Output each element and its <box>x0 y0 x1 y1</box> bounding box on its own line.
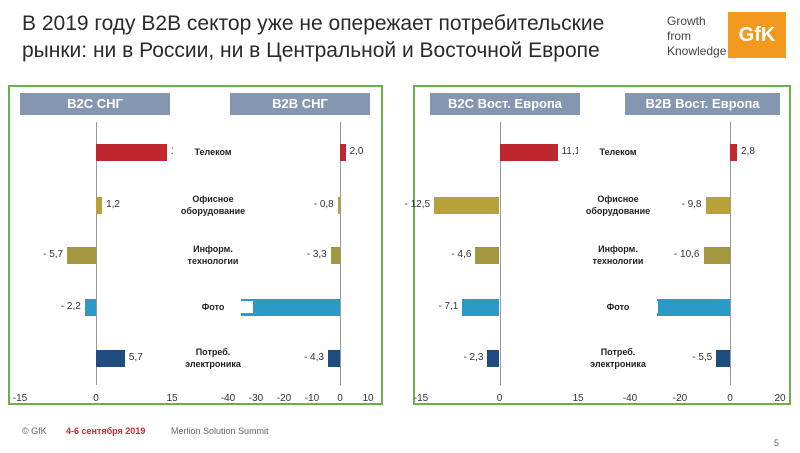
category-label-line: технологии <box>187 256 239 266</box>
category-label-line: технологии <box>592 256 644 266</box>
data-label-0-4: 5,7 <box>128 352 143 363</box>
category-label-line: Офисное <box>192 194 234 204</box>
data-label-1-1: - 0,8 <box>313 199 334 210</box>
category-label-line: электроника <box>590 359 646 369</box>
bar-3-4 <box>716 350 730 367</box>
footer-dates: 4-6 сентября 2019 <box>66 426 146 436</box>
data-label-3-0: 2,8 <box>741 146 755 157</box>
data-label-3-2: - 10,6 <box>673 249 700 260</box>
bar-1-0 <box>340 144 346 161</box>
category-label-0-2: Информ. технологии <box>173 243 253 267</box>
bar-0-1 <box>96 197 103 214</box>
category-label-line: Информ. <box>598 244 638 254</box>
category-label-0-3: Фото <box>173 301 253 313</box>
bar-0-0 <box>96 144 167 161</box>
category-label-1-2: Информ. технологии <box>578 243 658 267</box>
footer-copyright: © GfK <box>22 426 47 436</box>
tick-label-1-1: -30 <box>248 393 264 404</box>
page-number: 5 <box>774 438 780 448</box>
data-label-2-0: 11,1 <box>561 146 581 157</box>
tick-label-3-0: -40 <box>622 393 638 404</box>
tick-label-1-4: 0 <box>337 393 343 404</box>
category-label-line: оборудование <box>585 206 651 216</box>
category-label-0-4: Потреб. электроника <box>173 346 253 370</box>
frame-eastern-europe <box>413 85 791 405</box>
data-label-2-3: - 7,1 <box>438 301 459 312</box>
panel-title-0: B2C СНГ <box>20 93 170 115</box>
tick-label-1-0: -40 <box>220 393 236 404</box>
bar-2-1 <box>434 197 500 214</box>
bar-2-2 <box>475 247 500 264</box>
tick-label-0-2: 15 <box>166 393 178 404</box>
bar-2-3 <box>462 299 500 316</box>
panel-title-1: B2B СНГ <box>230 93 370 115</box>
bar-0-3 <box>84 299 96 316</box>
tick-label-0-1: 0 <box>93 393 99 404</box>
category-label-line: оборудование <box>180 206 246 216</box>
tick-label-1-2: -20 <box>276 393 292 404</box>
bar-3-3 <box>657 299 730 316</box>
bar-1-2 <box>330 247 340 264</box>
category-label-line: Телеком <box>194 147 232 157</box>
data-label-3-4: - 5,5 <box>692 352 713 363</box>
bar-0-2 <box>67 247 96 264</box>
data-label-0-1: 1,2 <box>106 199 120 210</box>
bar-0-4 <box>96 350 125 367</box>
bar-3-0 <box>730 144 737 161</box>
category-label-line: Потреб. <box>195 347 231 357</box>
tick-label-2-2: 15 <box>572 393 584 404</box>
bar-2-0 <box>499 144 558 161</box>
gfk-logo-icon: GfK <box>728 12 786 58</box>
category-label-line: Офисное <box>597 194 639 204</box>
bar-2-4 <box>487 350 500 367</box>
category-label-1-0: Телеком <box>578 146 658 158</box>
tick-label-3-3: 20 <box>774 393 786 404</box>
zero-axis-3 <box>730 122 731 385</box>
category-label-line: электроника <box>185 359 241 369</box>
data-label-3-1: - 9,8 <box>681 199 702 210</box>
data-label-2-4: - 2,3 <box>463 352 484 363</box>
page-title: В 2019 году B2B сектор уже не опережает … <box>22 12 605 62</box>
tick-label-1-3: -10 <box>304 393 320 404</box>
tick-label-2-0: -15 <box>413 393 429 404</box>
tick-label-3-1: -20 <box>672 393 688 404</box>
footer-event: Merlion Solution Summit <box>171 426 269 436</box>
bar-1-3 <box>240 299 340 316</box>
data-label-1-2: - 3,3 <box>306 249 327 260</box>
bar-1-4 <box>327 350 340 367</box>
category-label-1-3: Фото <box>578 301 658 313</box>
panel-title-3: B2B Вост. Европа <box>625 93 780 115</box>
category-label-1-1: Офисное оборудование <box>578 193 658 217</box>
tick-label-1-5: 10 <box>362 393 374 404</box>
data-label-1-4: - 4,3 <box>303 352 324 363</box>
category-label-line: Телеком <box>599 147 637 157</box>
bar-3-2 <box>703 247 730 264</box>
zero-axis-0 <box>96 122 97 385</box>
bar-1-1 <box>337 197 340 214</box>
category-label-line: Фото <box>201 302 225 312</box>
data-label-0-2: - 5,7 <box>43 249 64 260</box>
logo-tagline: Growth from Knowledge <box>667 14 727 58</box>
data-label-2-1: - 12,5 <box>404 199 431 210</box>
data-label-2-2: - 4,6 <box>451 249 472 260</box>
zero-axis-2 <box>499 122 501 385</box>
zero-axis-1 <box>340 122 341 385</box>
panel-title-2: B2C Вост. Европа <box>430 93 580 115</box>
frame-cis <box>8 85 383 405</box>
category-label-0-0: Телеком <box>173 146 253 158</box>
tick-label-3-2: 0 <box>727 393 733 404</box>
category-label-line: Потреб. <box>600 347 636 357</box>
tick-label-0-0: -15 <box>12 393 28 404</box>
category-label-0-1: Офисное оборудование <box>173 193 253 217</box>
data-label-1-0: 2,0 <box>349 146 364 157</box>
bar-3-1 <box>705 197 730 214</box>
category-label-line: Фото <box>606 302 630 312</box>
data-label-0-3: - 2,2 <box>60 301 81 312</box>
tick-label-2-1: 0 <box>496 393 503 404</box>
category-label-line: Информ. <box>193 244 233 254</box>
category-label-1-4: Потреб. электроника <box>578 346 658 370</box>
